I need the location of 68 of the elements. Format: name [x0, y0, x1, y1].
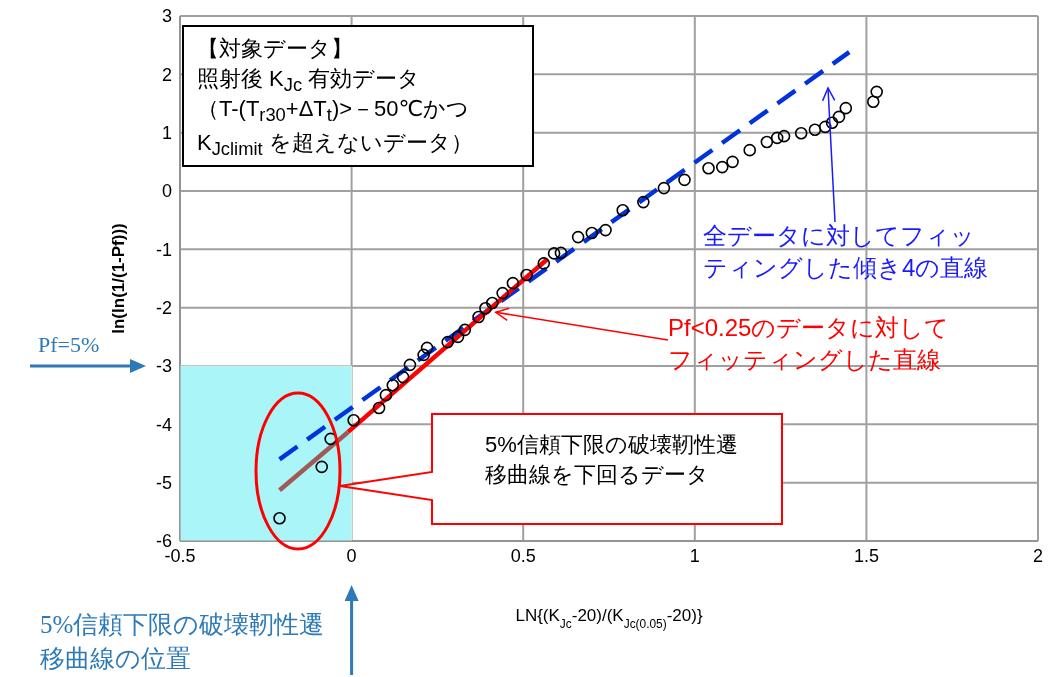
point — [866, 95, 880, 109]
y-tick-label: -3 — [155, 356, 172, 377]
annotation: Pf<0.25のデータに対してフィッティングした直線 — [668, 313, 951, 376]
point — [315, 460, 329, 474]
point — [403, 358, 417, 372]
point — [726, 155, 739, 169]
text: （T-(T$_{r30}$+ΔT$_{t}$)>－50℃かつK$_{Jclimit}$ を超えないデータ） — [197, 96, 473, 160]
x-tick-label: 1.5 — [853, 545, 879, 566]
point — [554, 246, 568, 260]
y-tick-label: 0 — [161, 181, 172, 202]
y-tick-label: -4 — [155, 414, 172, 435]
point — [777, 129, 791, 143]
y-axis-title: ln(ln(1/(1-Pf))) — [109, 223, 128, 334]
point — [417, 348, 430, 362]
point — [743, 143, 757, 157]
y-tick-label: -1 — [155, 239, 172, 260]
point — [479, 301, 492, 315]
point — [386, 378, 400, 392]
point — [825, 116, 839, 130]
point — [770, 131, 784, 145]
point — [808, 123, 822, 137]
point — [396, 370, 410, 384]
point — [347, 413, 360, 427]
y-tick-label: 3 — [161, 6, 172, 27]
y-tick-label: -2 — [155, 298, 172, 319]
point — [637, 195, 650, 209]
x-tick-label: 2 — [1032, 545, 1044, 566]
point — [571, 230, 585, 244]
point — [678, 173, 691, 187]
point — [839, 101, 853, 115]
x-tick-label: 0 — [346, 545, 357, 566]
y-tick-label: 1 — [161, 123, 172, 144]
point — [616, 203, 630, 217]
point — [702, 161, 715, 175]
point — [506, 276, 520, 290]
point — [760, 135, 774, 149]
point — [451, 330, 465, 344]
text: 5%信頼下限の破壊靭性遷移曲線の位置 — [40, 610, 326, 674]
text: Pf=5% — [38, 332, 100, 357]
point — [372, 401, 386, 415]
y-tick-label: 2 — [161, 64, 172, 85]
point — [520, 268, 533, 282]
point — [273, 511, 286, 525]
point — [420, 341, 434, 355]
point — [657, 181, 671, 195]
point — [832, 110, 846, 124]
point — [547, 247, 561, 260]
point — [715, 160, 729, 174]
x-tick-label: 0.5 — [510, 545, 536, 566]
point — [537, 257, 551, 270]
annotation: 5%信頼下限の破壊靭性遷移曲線を下回るデータ — [484, 431, 739, 489]
y-tick-label: -5 — [155, 473, 172, 494]
annotation: 【対象データ】 — [197, 35, 354, 63]
annotation: 全データに対してフィッティングした傾き4の直線 — [703, 221, 990, 284]
x-axis-title: LN{(K$_{Jc}$-20)/(K$_{Jc(0.05)}$-20)} — [515, 606, 703, 631]
point — [379, 388, 393, 402]
y-tick-label: -6 — [155, 531, 172, 552]
point — [496, 286, 509, 300]
point — [585, 226, 599, 240]
point — [486, 296, 499, 310]
point — [472, 310, 485, 324]
point — [794, 126, 808, 140]
point — [599, 223, 612, 237]
annotation: 照射後 K$_{Jc}$ 有効データ — [197, 66, 421, 96]
x-tick-label: 1 — [689, 545, 700, 566]
point — [458, 323, 472, 337]
point — [441, 335, 454, 349]
point — [870, 85, 883, 99]
